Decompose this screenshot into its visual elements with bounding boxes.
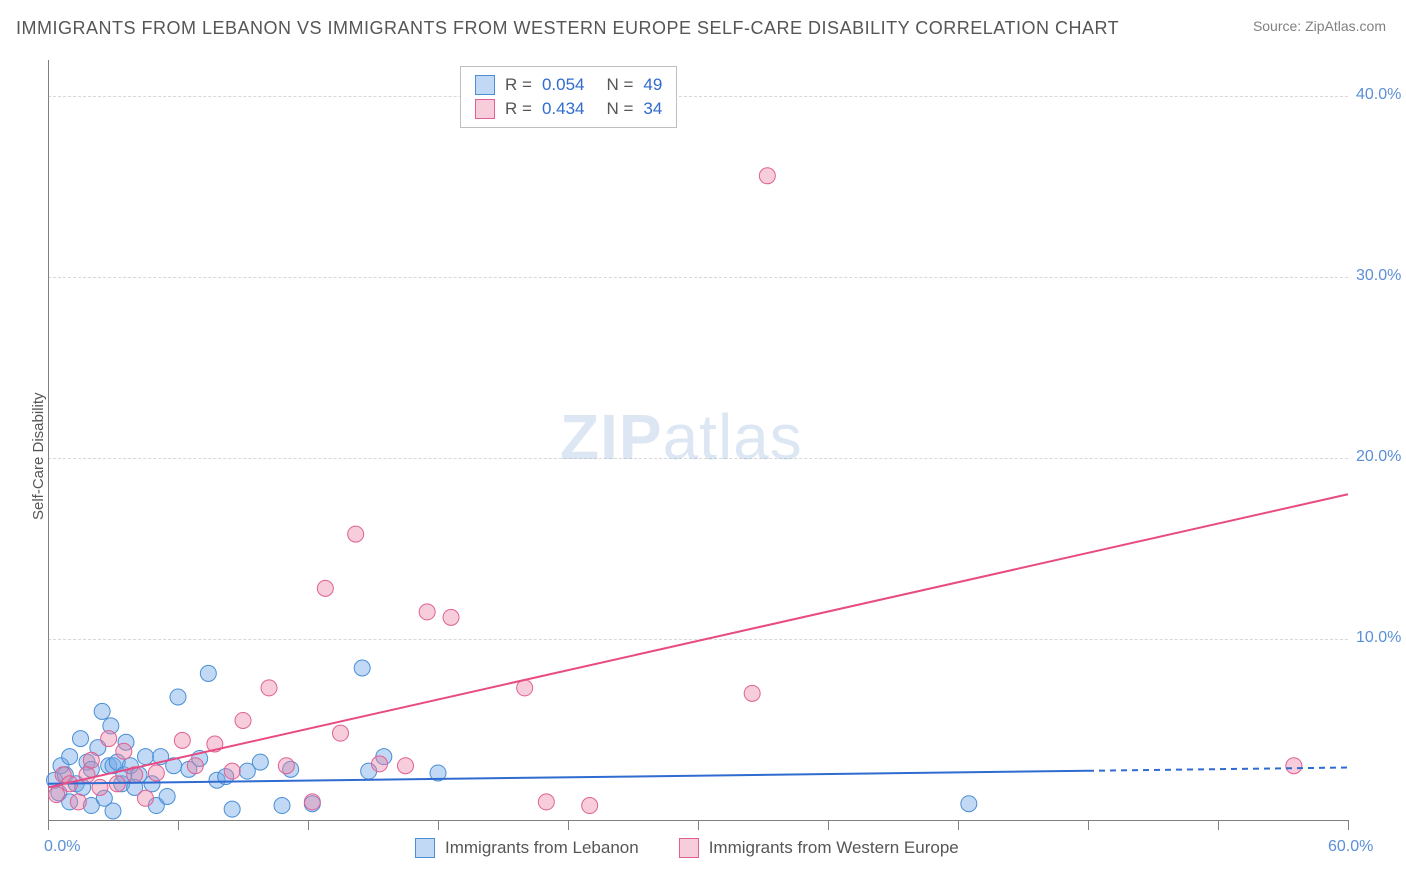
data-point xyxy=(116,743,132,759)
legend-item: Immigrants from Western Europe xyxy=(679,838,959,858)
x-tick-mark xyxy=(828,820,829,830)
source-attribution: Source: ZipAtlas.com xyxy=(1253,18,1386,34)
data-point xyxy=(174,732,190,748)
plot-area: 10.0%20.0%30.0%40.0%0.0%60.0% xyxy=(48,60,1348,820)
data-point xyxy=(224,801,240,817)
x-tick-mark xyxy=(1218,820,1219,830)
data-point xyxy=(517,680,533,696)
trend-line xyxy=(48,494,1348,787)
legend-swatch xyxy=(475,99,495,119)
data-point xyxy=(348,526,364,542)
r-label: R = xyxy=(505,99,532,119)
data-point xyxy=(62,749,78,765)
data-point xyxy=(148,765,164,781)
data-point xyxy=(138,790,154,806)
series-legend: Immigrants from Lebanon Immigrants from W… xyxy=(415,838,959,858)
data-point xyxy=(744,685,760,701)
n-label: N = xyxy=(606,99,633,119)
data-point xyxy=(354,660,370,676)
x-tick-label: 0.0% xyxy=(44,838,80,856)
correlation-legend: R = 0.054 N = 49 R = 0.434 N = 34 xyxy=(460,66,677,128)
data-point xyxy=(261,680,277,696)
legend-swatch xyxy=(475,75,495,95)
x-tick-mark xyxy=(438,820,439,830)
legend-row: R = 0.434 N = 34 xyxy=(475,97,662,121)
data-point xyxy=(759,168,775,184)
trend-line xyxy=(48,771,1088,784)
data-point xyxy=(92,779,108,795)
x-tick-label: 60.0% xyxy=(1328,838,1373,856)
n-label: N = xyxy=(606,75,633,95)
data-point xyxy=(70,794,86,810)
legend-row: R = 0.054 N = 49 xyxy=(475,73,662,97)
data-point xyxy=(317,580,333,596)
data-point xyxy=(443,609,459,625)
data-point xyxy=(94,703,110,719)
data-point xyxy=(398,758,414,774)
y-tick-label: 30.0% xyxy=(1356,267,1401,285)
legend-label: Immigrants from Western Europe xyxy=(709,838,959,858)
y-tick-label: 20.0% xyxy=(1356,448,1401,466)
data-point xyxy=(101,731,117,747)
data-point xyxy=(333,725,349,741)
data-point xyxy=(105,803,121,819)
r-label: R = xyxy=(505,75,532,95)
data-point xyxy=(73,731,89,747)
r-value: 0.434 xyxy=(542,99,585,119)
data-point xyxy=(538,794,554,810)
data-point xyxy=(582,798,598,814)
x-tick-mark xyxy=(1348,820,1349,830)
data-point xyxy=(170,689,186,705)
data-point xyxy=(419,604,435,620)
y-tick-label: 40.0% xyxy=(1356,86,1401,104)
data-point xyxy=(187,758,203,774)
trend-line-extrapolated xyxy=(1088,768,1348,771)
data-point xyxy=(372,756,388,772)
data-point xyxy=(224,763,240,779)
data-point xyxy=(252,754,268,770)
chart-title: IMMIGRANTS FROM LEBANON VS IMMIGRANTS FR… xyxy=(16,18,1119,39)
data-point xyxy=(1286,758,1302,774)
chart-container: { "title": "IMMIGRANTS FROM LEBANON VS I… xyxy=(0,0,1406,892)
x-tick-mark xyxy=(958,820,959,830)
data-point xyxy=(274,798,290,814)
chart-svg xyxy=(48,60,1348,820)
n-value: 49 xyxy=(643,75,662,95)
data-point xyxy=(138,749,154,765)
x-tick-mark xyxy=(568,820,569,830)
legend-item: Immigrants from Lebanon xyxy=(415,838,639,858)
x-tick-mark xyxy=(698,820,699,830)
data-point xyxy=(83,752,99,768)
x-tick-mark xyxy=(1088,820,1089,830)
x-tick-mark xyxy=(48,820,49,830)
x-tick-mark xyxy=(308,820,309,830)
legend-label: Immigrants from Lebanon xyxy=(445,838,639,858)
data-point xyxy=(235,712,251,728)
data-point xyxy=(159,788,175,804)
r-value: 0.054 xyxy=(542,75,585,95)
data-point xyxy=(200,665,216,681)
y-axis-title: Self-Care Disability xyxy=(30,392,47,520)
y-tick-label: 10.0% xyxy=(1356,629,1401,647)
data-point xyxy=(49,787,65,803)
x-tick-mark xyxy=(178,820,179,830)
data-point xyxy=(278,758,294,774)
legend-swatch xyxy=(415,838,435,858)
legend-swatch xyxy=(679,838,699,858)
data-point xyxy=(961,796,977,812)
data-point xyxy=(304,794,320,810)
n-value: 34 xyxy=(643,99,662,119)
